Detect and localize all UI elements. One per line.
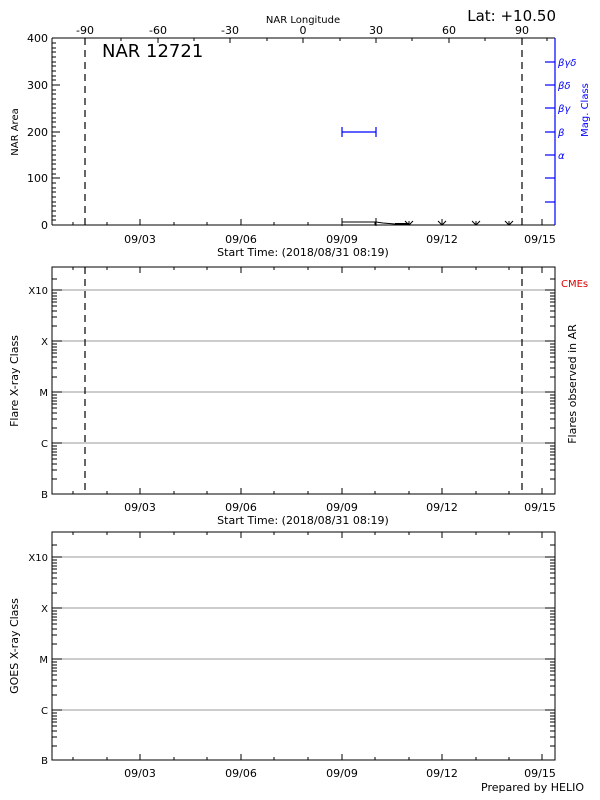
y-axis-label: NAR Area — [10, 108, 21, 155]
mag-class-tick: α — [558, 151, 565, 162]
log-ticks-left — [52, 544, 62, 747]
x-tick-label: 09/12 — [426, 501, 458, 514]
y-tick-label: X10 — [28, 286, 48, 297]
panel-flare-class: B C M X X10 Flare X-ray Class CMEs Flare… — [8, 266, 588, 527]
panel-nar-area: NAR Longitude -90 -60 -30 0 30 60 90 Lat… — [10, 7, 591, 259]
longitude-tick: 0 — [300, 24, 307, 37]
x-axis-label: Start Time: (2018/08/31 08:19) — [217, 246, 389, 259]
right-axis-label: Flares observed in AR — [566, 324, 579, 444]
x-axis-label: Start Time: (2018/08/31 08:19) — [217, 514, 389, 527]
mag-class-series — [341, 127, 377, 137]
credit-label: Prepared by HELIO — [481, 781, 584, 794]
log-ticks-right — [545, 544, 555, 747]
x-tick-label: 09/03 — [124, 233, 156, 246]
y-tick-label: 300 — [27, 79, 48, 92]
cme-legend: CMEs — [561, 279, 588, 290]
x-tick-label: 09/15 — [524, 501, 556, 514]
y-tick-label: X — [41, 337, 48, 348]
y-tick-label: 400 — [27, 32, 48, 45]
mag-class-tick: β — [557, 128, 565, 139]
x-tick-label: 09/09 — [326, 501, 358, 514]
longitude-tick: 90 — [515, 24, 529, 37]
latitude-label: Lat: +10.50 — [467, 7, 556, 25]
y-tick-label: M — [39, 655, 48, 666]
x-tick-label: 09/03 — [124, 501, 156, 514]
x-tick-label: 09/15 — [524, 233, 556, 246]
log-ticks-left — [52, 278, 62, 480]
panel-goes-xray: B C M X X10 GOES X-ray Class 09/03 09/06… — [8, 531, 584, 794]
mag-class-axis-label: Mag. Class — [580, 83, 591, 137]
x-tick-label: 09/09 — [326, 233, 358, 246]
y-tick-label: 100 — [27, 172, 48, 185]
region-title: NAR 12721 — [102, 41, 203, 62]
y-tick-label: C — [41, 439, 48, 450]
nar-area-series — [341, 218, 514, 226]
y-axis-label: Flare X-ray Class — [8, 335, 21, 427]
x-tick-label: 09/03 — [124, 767, 156, 780]
longitude-tick: -90 — [76, 24, 94, 37]
y-tick-label: M — [39, 388, 48, 399]
longitude-tick: -60 — [149, 24, 167, 37]
y-axis-label: GOES X-ray Class — [8, 598, 21, 694]
longitude-tick: 60 — [442, 24, 456, 37]
mag-class-tick: βγ — [557, 104, 571, 115]
y-tick-label: 200 — [27, 126, 48, 139]
x-tick-label: 09/12 — [426, 767, 458, 780]
y-tick-label: X10 — [28, 553, 48, 564]
x-tick-label: 09/06 — [225, 233, 257, 246]
y-tick-label: 0 — [41, 219, 48, 232]
x-tick-label: 09/15 — [524, 767, 556, 780]
y-tick-label: B — [41, 756, 48, 767]
longitude-axis-label: NAR Longitude — [266, 15, 340, 26]
x-tick-label: 09/06 — [225, 767, 257, 780]
log-ticks-right — [545, 278, 555, 480]
y-tick-label: B — [41, 490, 48, 501]
longitude-tick: -30 — [221, 24, 239, 37]
mag-class-tick: βδ — [557, 81, 571, 92]
longitude-tick: 30 — [369, 24, 383, 37]
x-tick-label: 09/09 — [326, 767, 358, 780]
y-tick-label: X — [41, 604, 48, 615]
y-tick-label: C — [41, 706, 48, 717]
mag-class-tick: βγδ — [557, 58, 576, 69]
x-tick-label: 09/06 — [225, 501, 257, 514]
x-tick-label: 09/12 — [426, 233, 458, 246]
